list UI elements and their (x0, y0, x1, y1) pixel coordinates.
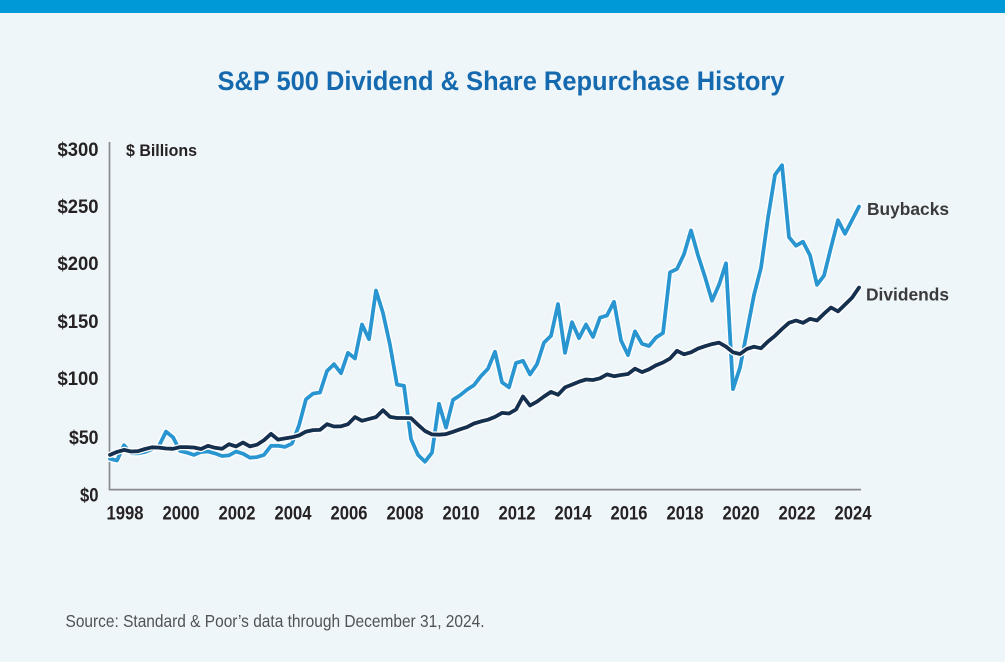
svg-text:2014: 2014 (555, 503, 592, 525)
svg-text:$0: $0 (80, 485, 99, 507)
svg-text:$250: $250 (58, 196, 99, 218)
svg-text:2006: 2006 (331, 503, 368, 525)
svg-text:2002: 2002 (219, 503, 256, 525)
svg-text:$300: $300 (58, 139, 99, 161)
svg-text:2010: 2010 (443, 503, 480, 525)
svg-text:2018: 2018 (667, 503, 704, 525)
svg-text:Dividends: Dividends (866, 284, 949, 304)
svg-text:Buybacks: Buybacks (867, 199, 949, 219)
svg-text:2016: 2016 (611, 503, 648, 525)
svg-text:2020: 2020 (723, 503, 760, 525)
svg-text:$200: $200 (58, 253, 99, 275)
svg-text:$ Billions: $ Billions (126, 141, 197, 160)
svg-text:2008: 2008 (387, 503, 424, 525)
svg-text:$100: $100 (58, 368, 99, 390)
svg-text:2004: 2004 (275, 503, 312, 525)
svg-text:2022: 2022 (779, 503, 816, 525)
svg-text:2024: 2024 (835, 503, 872, 525)
svg-text:$50: $50 (69, 427, 99, 449)
svg-text:Source: Standard & Poor’s data: Source: Standard & Poor’s data through D… (66, 611, 485, 631)
svg-text:S&P 500 Dividend & Share Repur: S&P 500 Dividend & Share Repurchase Hist… (218, 66, 785, 96)
svg-text:1998: 1998 (107, 503, 144, 525)
svg-text:$150: $150 (58, 311, 99, 333)
svg-text:2000: 2000 (163, 503, 200, 525)
svg-text:2012: 2012 (499, 503, 536, 525)
